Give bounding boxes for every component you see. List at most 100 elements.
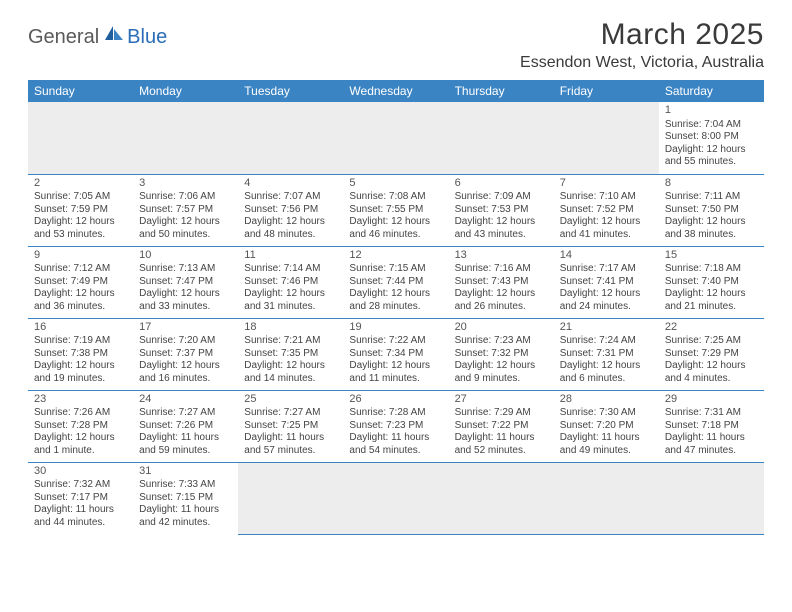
day-cell: 5Sunrise: 7:08 AMSunset: 7:55 PMDaylight… — [343, 174, 448, 246]
day-cell — [28, 102, 133, 174]
day-cell: 31Sunrise: 7:33 AMSunset: 7:15 PMDayligh… — [133, 462, 238, 534]
sunrise-text: Sunrise: 7:18 AM — [665, 263, 758, 276]
day-cell — [343, 102, 448, 174]
day-number: 20 — [455, 321, 548, 335]
daylight-text: Daylight: 12 hours and 46 minutes. — [349, 216, 442, 241]
day-number: 21 — [560, 321, 653, 335]
daylight-text: Daylight: 12 hours and 11 minutes. — [349, 360, 442, 385]
sunset-text: Sunset: 7:29 PM — [665, 348, 758, 361]
day-cell: 10Sunrise: 7:13 AMSunset: 7:47 PMDayligh… — [133, 246, 238, 318]
daylight-text: Daylight: 11 hours and 47 minutes. — [665, 432, 758, 457]
sunset-text: Sunset: 7:59 PM — [34, 204, 127, 217]
day-number: 17 — [139, 321, 232, 335]
sunset-text: Sunset: 7:46 PM — [244, 276, 337, 289]
day-cell — [659, 462, 764, 534]
sunset-text: Sunset: 7:25 PM — [244, 420, 337, 433]
daylight-text: Daylight: 12 hours and 4 minutes. — [665, 360, 758, 385]
sunrise-text: Sunrise: 7:31 AM — [665, 407, 758, 420]
daylight-text: Daylight: 11 hours and 54 minutes. — [349, 432, 442, 457]
daylight-text: Daylight: 12 hours and 31 minutes. — [244, 288, 337, 313]
week-row: 16Sunrise: 7:19 AMSunset: 7:38 PMDayligh… — [28, 318, 764, 390]
sunset-text: Sunset: 7:20 PM — [560, 420, 653, 433]
daylight-text: Daylight: 12 hours and 19 minutes. — [34, 360, 127, 385]
day-number: 28 — [560, 393, 653, 407]
day-number: 16 — [34, 321, 127, 335]
day-number: 31 — [139, 465, 232, 479]
sunrise-text: Sunrise: 7:04 AM — [665, 119, 758, 132]
day-number: 10 — [139, 249, 232, 263]
day-cell — [238, 102, 343, 174]
title-block: March 2025 Essendon West, Victoria, Aust… — [520, 18, 764, 72]
sunset-text: Sunset: 7:26 PM — [139, 420, 232, 433]
sunset-text: Sunset: 7:38 PM — [34, 348, 127, 361]
daylight-text: Daylight: 12 hours and 24 minutes. — [560, 288, 653, 313]
daylight-text: Daylight: 12 hours and 1 minute. — [34, 432, 127, 457]
daylight-text: Daylight: 12 hours and 48 minutes. — [244, 216, 337, 241]
day-number: 19 — [349, 321, 442, 335]
sunrise-text: Sunrise: 7:20 AM — [139, 335, 232, 348]
sunrise-text: Sunrise: 7:28 AM — [349, 407, 442, 420]
sunrise-text: Sunrise: 7:10 AM — [560, 191, 653, 204]
sunset-text: Sunset: 7:32 PM — [455, 348, 548, 361]
sunrise-text: Sunrise: 7:25 AM — [665, 335, 758, 348]
daylight-text: Daylight: 12 hours and 43 minutes. — [455, 216, 548, 241]
sunrise-text: Sunrise: 7:08 AM — [349, 191, 442, 204]
day-number: 3 — [139, 177, 232, 191]
sunset-text: Sunset: 7:28 PM — [34, 420, 127, 433]
day-cell: 23Sunrise: 7:26 AMSunset: 7:28 PMDayligh… — [28, 390, 133, 462]
calendar-page: General Blue March 2025 Essendon West, V… — [0, 0, 792, 545]
day-number: 25 — [244, 393, 337, 407]
day-header: Wednesday — [343, 80, 448, 102]
day-header: Friday — [554, 80, 659, 102]
sunset-text: Sunset: 7:49 PM — [34, 276, 127, 289]
day-header: Monday — [133, 80, 238, 102]
sunset-text: Sunset: 7:47 PM — [139, 276, 232, 289]
sunset-text: Sunset: 7:35 PM — [244, 348, 337, 361]
day-cell: 20Sunrise: 7:23 AMSunset: 7:32 PMDayligh… — [449, 318, 554, 390]
sunrise-text: Sunrise: 7:09 AM — [455, 191, 548, 204]
daylight-text: Daylight: 11 hours and 44 minutes. — [34, 504, 127, 529]
day-cell: 22Sunrise: 7:25 AMSunset: 7:29 PMDayligh… — [659, 318, 764, 390]
sunset-text: Sunset: 7:55 PM — [349, 204, 442, 217]
daylight-text: Daylight: 12 hours and 28 minutes. — [349, 288, 442, 313]
sunset-text: Sunset: 7:43 PM — [455, 276, 548, 289]
week-row: 1Sunrise: 7:04 AMSunset: 8:00 PMDaylight… — [28, 102, 764, 174]
sunrise-text: Sunrise: 7:07 AM — [244, 191, 337, 204]
day-cell: 4Sunrise: 7:07 AMSunset: 7:56 PMDaylight… — [238, 174, 343, 246]
day-cell: 29Sunrise: 7:31 AMSunset: 7:18 PMDayligh… — [659, 390, 764, 462]
sunset-text: Sunset: 8:00 PM — [665, 131, 758, 144]
logo-text-blue: Blue — [127, 26, 167, 49]
day-cell: 27Sunrise: 7:29 AMSunset: 7:22 PMDayligh… — [449, 390, 554, 462]
day-number: 4 — [244, 177, 337, 191]
day-cell: 24Sunrise: 7:27 AMSunset: 7:26 PMDayligh… — [133, 390, 238, 462]
day-cell: 1Sunrise: 7:04 AMSunset: 8:00 PMDaylight… — [659, 102, 764, 174]
month-title: March 2025 — [520, 18, 764, 52]
sunrise-text: Sunrise: 7:27 AM — [139, 407, 232, 420]
sunrise-text: Sunrise: 7:32 AM — [34, 479, 127, 492]
daylight-text: Daylight: 12 hours and 38 minutes. — [665, 216, 758, 241]
sunset-text: Sunset: 7:37 PM — [139, 348, 232, 361]
daylight-text: Daylight: 12 hours and 41 minutes. — [560, 216, 653, 241]
sunrise-text: Sunrise: 7:27 AM — [244, 407, 337, 420]
day-number: 30 — [34, 465, 127, 479]
day-header: Thursday — [449, 80, 554, 102]
sunrise-text: Sunrise: 7:23 AM — [455, 335, 548, 348]
sunset-text: Sunset: 7:15 PM — [139, 492, 232, 505]
daylight-text: Daylight: 12 hours and 33 minutes. — [139, 288, 232, 313]
day-cell: 18Sunrise: 7:21 AMSunset: 7:35 PMDayligh… — [238, 318, 343, 390]
day-cell: 26Sunrise: 7:28 AMSunset: 7:23 PMDayligh… — [343, 390, 448, 462]
sunrise-text: Sunrise: 7:26 AM — [34, 407, 127, 420]
daylight-text: Daylight: 11 hours and 42 minutes. — [139, 504, 232, 529]
week-row: 9Sunrise: 7:12 AMSunset: 7:49 PMDaylight… — [28, 246, 764, 318]
day-cell: 2Sunrise: 7:05 AMSunset: 7:59 PMDaylight… — [28, 174, 133, 246]
day-cell: 9Sunrise: 7:12 AMSunset: 7:49 PMDaylight… — [28, 246, 133, 318]
day-number: 2 — [34, 177, 127, 191]
day-number: 11 — [244, 249, 337, 263]
sunset-text: Sunset: 7:31 PM — [560, 348, 653, 361]
sunset-text: Sunset: 7:17 PM — [34, 492, 127, 505]
daylight-text: Daylight: 12 hours and 16 minutes. — [139, 360, 232, 385]
day-number: 24 — [139, 393, 232, 407]
day-header: Tuesday — [238, 80, 343, 102]
daylight-text: Daylight: 12 hours and 9 minutes. — [455, 360, 548, 385]
sunset-text: Sunset: 7:53 PM — [455, 204, 548, 217]
